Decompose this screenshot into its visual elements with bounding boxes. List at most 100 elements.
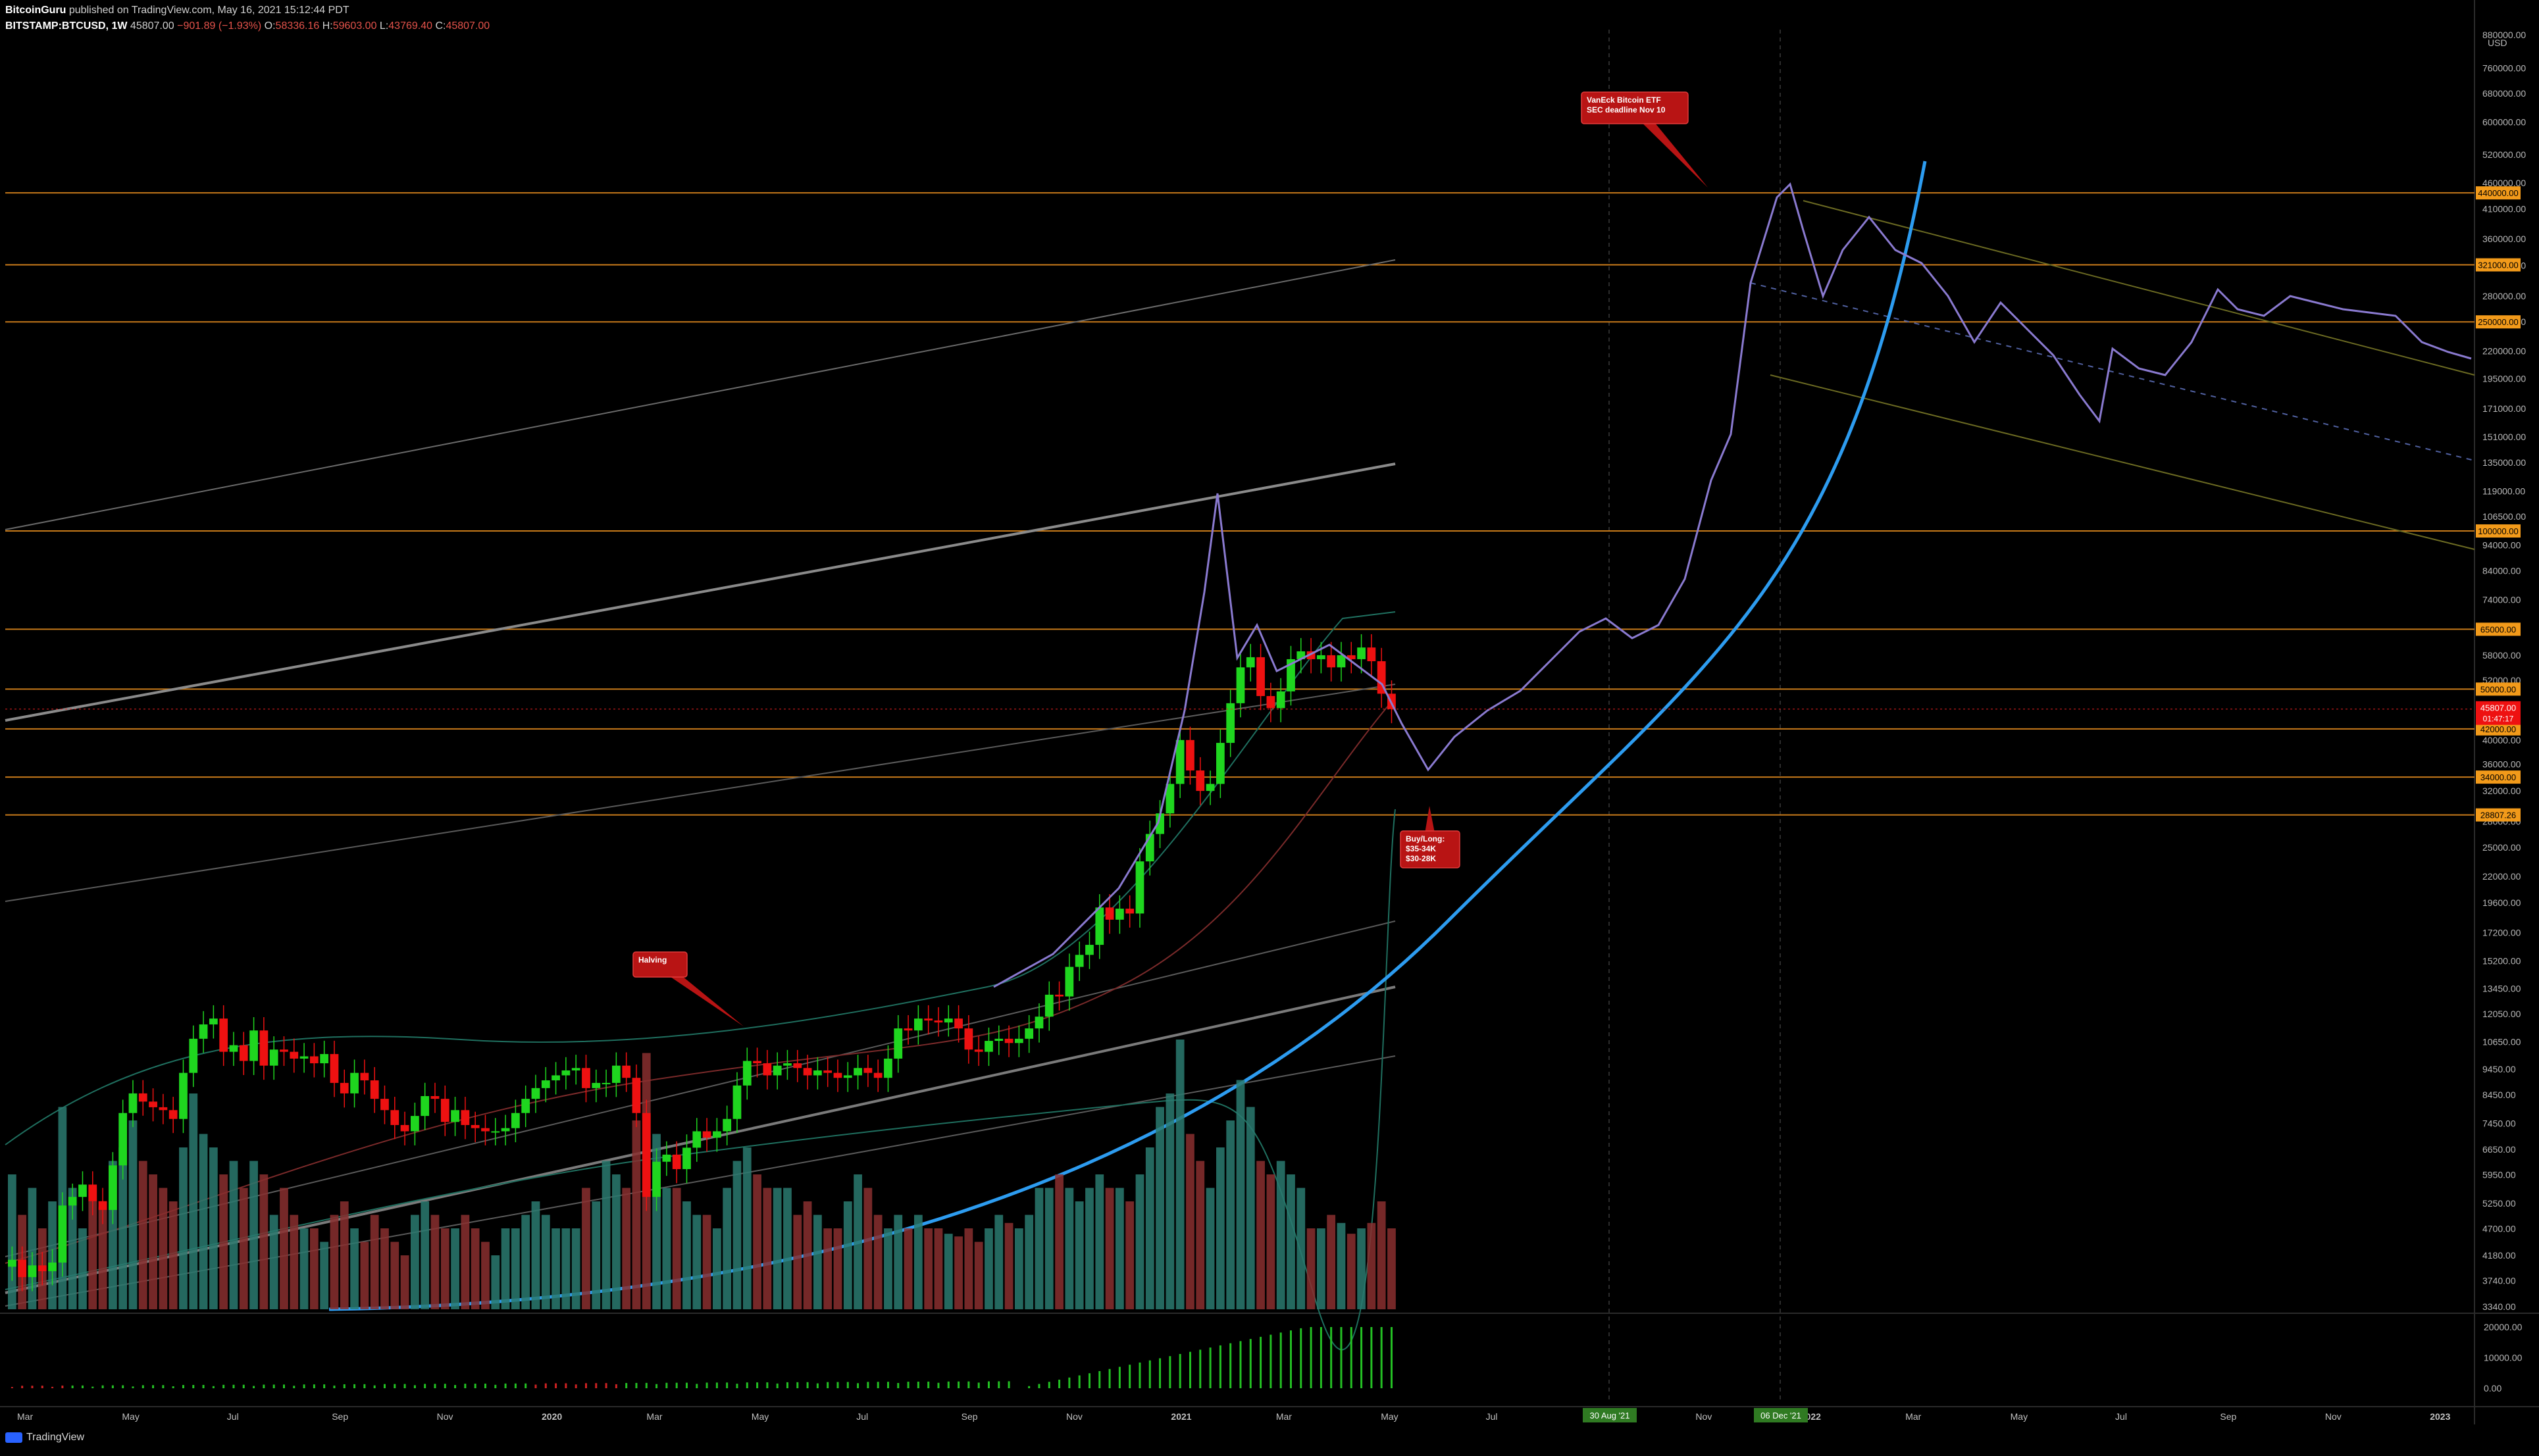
candle-body: [280, 1049, 288, 1052]
y-tick-label: 106500.00: [2482, 511, 2526, 522]
volume-bar: [1175, 1040, 1185, 1309]
candle-body: [1044, 994, 1054, 1017]
volume-bar: [612, 1174, 621, 1309]
publisher-name[interactable]: BitcoinGuru: [5, 5, 66, 16]
y-tick-label: 10650.00: [2482, 1037, 2521, 1047]
y-tick-label: 220000.00: [2482, 346, 2526, 357]
volume-bar: [1206, 1188, 1215, 1309]
candle-body: [1186, 740, 1194, 771]
low-label: L:: [379, 20, 389, 32]
volume-bar: [1317, 1228, 1325, 1309]
candle-body: [521, 1099, 530, 1113]
candle-body: [491, 1131, 500, 1133]
y-tick-label: 22000.00: [2482, 871, 2521, 882]
y-tick-label: 25000.00: [2482, 842, 2521, 853]
candle-body: [269, 1049, 278, 1066]
volume-bar: [330, 1215, 339, 1309]
y-tick-label: 5950.00: [2482, 1170, 2516, 1180]
candle-body: [239, 1045, 248, 1061]
candle-body: [48, 1262, 57, 1272]
volume-bar: [421, 1201, 430, 1309]
volume-bar: [370, 1215, 379, 1309]
callout-pointer: [1627, 108, 1708, 188]
volume-bar: [894, 1215, 903, 1309]
y-tick-label: 4700.00: [2482, 1223, 2516, 1234]
volume-bar: [1377, 1201, 1386, 1309]
volume-bar: [199, 1134, 208, 1309]
volume-bar: [1337, 1222, 1346, 1309]
volume-bar: [994, 1215, 1004, 1309]
tradingview-branding[interactable]: TradingView: [5, 1432, 84, 1443]
y-tick-label: 119000.00: [2482, 486, 2525, 497]
level-price-tag: [2476, 722, 2521, 736]
candle-body: [109, 1165, 117, 1211]
callout-box: [1581, 91, 1689, 124]
volume-bar: [68, 1188, 77, 1309]
volume-bar: [481, 1242, 490, 1309]
volume-bar: [1236, 1080, 1245, 1309]
volume-bar: [541, 1215, 550, 1309]
volume-bar: [1095, 1174, 1104, 1309]
volume-bar: [1025, 1215, 1034, 1309]
volume-bar: [1135, 1174, 1144, 1309]
volume-bar: [189, 1093, 198, 1309]
bollinger-upper: [5, 611, 1396, 1145]
volume-bar: [259, 1174, 269, 1309]
candle-body: [773, 1065, 782, 1076]
candle-body: [783, 1063, 792, 1066]
symbol-label[interactable]: BITSTAMP:BTCUSD, 1W: [5, 20, 128, 32]
candle-body: [1156, 813, 1164, 834]
volume-bar: [461, 1215, 470, 1309]
y-tick-label: 280000.00: [2482, 291, 2526, 301]
tradingview-logo-icon: [5, 1432, 22, 1443]
x-tick-label: 2021: [1171, 1411, 1191, 1422]
candle-body: [1004, 1038, 1013, 1043]
volume-bar: [974, 1242, 983, 1309]
y-tick-label: 17200.00: [2482, 927, 2521, 938]
volume-bar: [793, 1215, 802, 1309]
y-tick-label: 13450.00: [2482, 984, 2521, 994]
y-tick-label: 680000.00: [2482, 88, 2526, 99]
candle-body: [1317, 655, 1325, 659]
volume-bar: [430, 1215, 440, 1309]
volume-bar: [632, 1120, 641, 1309]
candle-body: [229, 1045, 238, 1052]
volume-bar: [1075, 1201, 1084, 1309]
candle-body: [168, 1110, 178, 1119]
candle-body: [440, 1099, 449, 1122]
volume-bar: [964, 1228, 973, 1309]
volume-bar: [1256, 1161, 1265, 1309]
x-tick-label: Mar: [646, 1411, 662, 1422]
volume-bar: [1116, 1188, 1124, 1309]
level-price-tag: [2476, 258, 2521, 272]
volume-bar: [159, 1188, 168, 1309]
candle-body: [582, 1068, 590, 1088]
candle-body: [1346, 655, 1356, 659]
candle-body: [652, 1161, 661, 1197]
y-tick-label: 9450.00: [2482, 1064, 2516, 1074]
candle-body: [602, 1082, 611, 1084]
channel-line: [1770, 374, 2475, 550]
volume-bar: [1196, 1161, 1205, 1309]
trendline: [5, 463, 1396, 722]
level-price-label: 250000.00: [2478, 317, 2518, 327]
volume-bar: [1085, 1188, 1094, 1309]
volume-bar: [1055, 1174, 1064, 1309]
volume-bar: [954, 1236, 963, 1309]
volume-bar: [1346, 1234, 1356, 1309]
level-price-tag: [2476, 315, 2521, 329]
candle-body: [994, 1038, 1004, 1042]
volume-bar: [723, 1188, 732, 1309]
candle-body: [461, 1110, 470, 1125]
candle-body: [622, 1065, 631, 1078]
volume-bar: [400, 1255, 409, 1309]
volume-bar: [521, 1215, 530, 1309]
volume-bar: [78, 1228, 87, 1309]
volume-bar: [390, 1242, 399, 1309]
y-tick-label: 410000.00: [2482, 204, 2526, 214]
volume-bar: [682, 1201, 691, 1309]
x-tick-label: Mar: [1905, 1411, 1921, 1422]
y-tick-label: 84000.00: [2482, 565, 2521, 576]
candle-body: [1246, 657, 1255, 668]
